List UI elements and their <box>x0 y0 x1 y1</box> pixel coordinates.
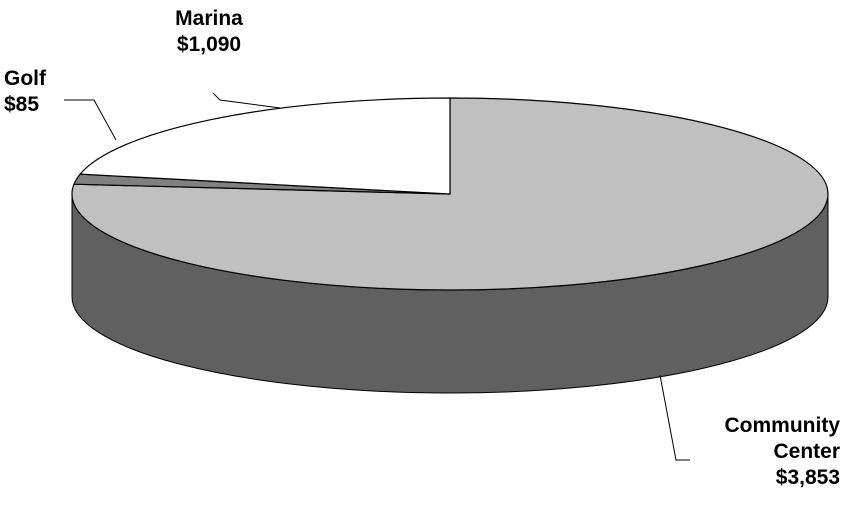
pie-slice-marina <box>79 97 451 195</box>
slice-label-community-center: Community Center $3,853 <box>690 413 841 491</box>
slice-name-community-center-line2: Center <box>773 440 840 463</box>
slice-value-golf: $85 <box>4 93 40 116</box>
leader-line-community-center <box>659 374 690 461</box>
leader-line-marina <box>212 92 281 109</box>
leader-line-golf <box>64 99 117 141</box>
slice-name-marina: Marina <box>175 7 243 30</box>
slice-name-community-center-line1: Community <box>724 414 841 437</box>
slice-value-community-center: $3,853 <box>775 466 840 489</box>
slice-name-golf: Golf <box>4 67 46 90</box>
slice-value-marina: $1,090 <box>176 33 242 56</box>
slice-label-golf: Golf $85 <box>4 66 74 118</box>
slice-label-marina: Marina $1,090 <box>164 6 254 58</box>
